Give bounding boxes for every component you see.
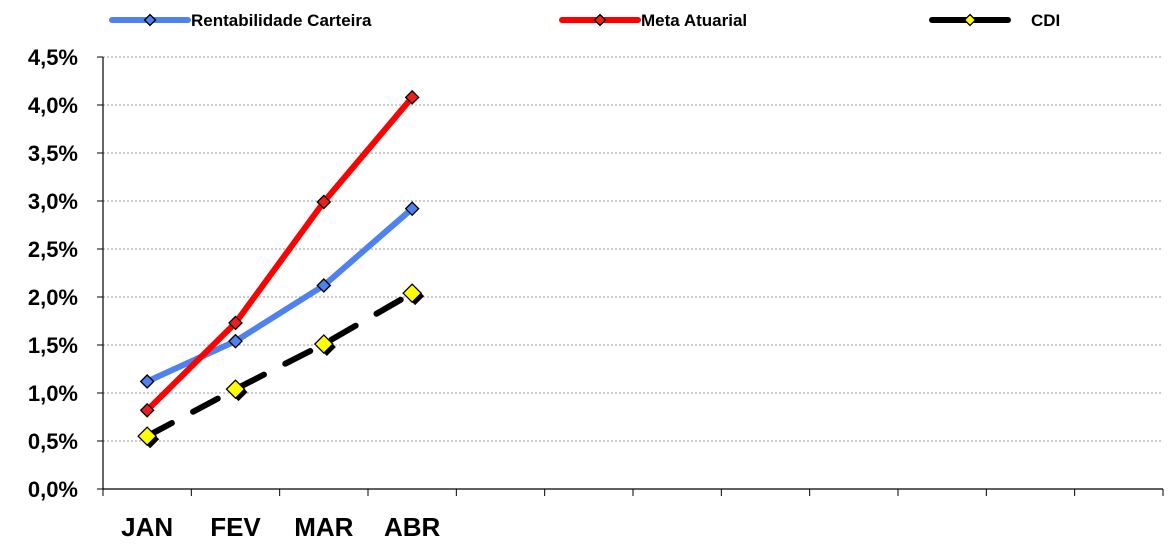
y-tick-label: 2,0% <box>28 285 78 310</box>
data-point-rentabilidade-carteira <box>228 333 243 349</box>
data-point-cdi <box>137 426 158 447</box>
legend-label-rentabilidade-carteira: Rentabilidade Carteira <box>191 11 372 30</box>
y-tick-label: 0,0% <box>28 477 78 502</box>
series-line-rentabilidade-carteira <box>144 205 416 385</box>
data-point-meta-atuarial <box>316 194 332 210</box>
x-tick-label: ABR <box>384 512 441 542</box>
x-tick-label: MAR <box>294 512 353 542</box>
legend-marker-rentabilidade-carteira <box>143 13 157 27</box>
series-lines <box>144 94 416 440</box>
legend: Rentabilidade Carteira Meta Atuarial CDI <box>109 11 1060 30</box>
y-tick-label: 3,5% <box>28 141 78 166</box>
data-point-cdi <box>313 334 334 354</box>
y-tick-label: 3,0% <box>28 189 78 214</box>
y-tick-label: 4,5% <box>28 45 78 70</box>
data-point-rentabilidade-carteira <box>316 278 332 293</box>
data-point-cdi <box>225 379 246 400</box>
legend-marker-meta-atuarial <box>593 13 607 27</box>
series-markers <box>137 89 425 449</box>
data-point-meta-atuarial <box>139 402 155 418</box>
x-tick-label: JAN <box>121 512 173 542</box>
data-point-meta-atuarial <box>404 89 420 105</box>
y-axis: 0,0% 0,5% 1,0% 1,5% 2,0% 2,5% 3,0% 3,5% 4,0% 4,5% <box>28 45 104 502</box>
data-point-rentabilidade-carteira <box>404 201 420 217</box>
x-axis: JAN FEV MAR ABR <box>102 488 1164 542</box>
gridlines <box>103 56 1163 442</box>
y-tick-label: 4,0% <box>28 93 78 118</box>
legend-label-meta-atuarial: Meta Atuarial <box>641 11 747 30</box>
data-point-cdi <box>402 283 423 304</box>
data-point-rentabilidade-carteira <box>139 374 155 389</box>
y-tick-label: 1,0% <box>28 381 78 406</box>
legend-marker-cdi <box>963 13 977 27</box>
y-tick-label: 1,5% <box>28 333 78 358</box>
series-line-cdi <box>144 290 416 440</box>
legend-label-cdi: CDI <box>1031 11 1060 30</box>
x-tick-label: FEV <box>210 512 261 542</box>
y-tick-label: 2,5% <box>28 237 78 262</box>
data-point-meta-atuarial <box>228 315 243 331</box>
series-line-meta-atuarial <box>144 94 416 414</box>
y-tick-label: 0,5% <box>28 429 78 454</box>
